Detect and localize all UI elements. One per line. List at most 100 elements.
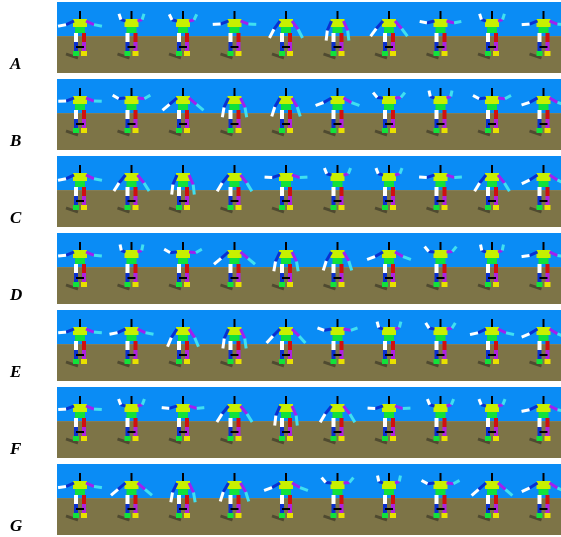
torso [176, 404, 190, 412]
torso [73, 327, 87, 335]
thigh [486, 187, 490, 196]
forearm [427, 399, 429, 405]
thigh [280, 33, 284, 42]
thigh [185, 264, 189, 273]
torso [228, 96, 242, 104]
thigh [332, 187, 336, 196]
torso [279, 173, 293, 181]
forearm [348, 31, 349, 41]
torso [176, 96, 190, 104]
thigh [391, 110, 395, 119]
foot [287, 513, 293, 518]
thigh [332, 418, 336, 427]
upper-arm [377, 97, 383, 98]
upper-arm [447, 251, 453, 252]
foot [81, 282, 87, 287]
waist [384, 104, 394, 110]
foot [331, 359, 337, 364]
thigh [185, 110, 189, 119]
foot [184, 359, 190, 364]
thigh [340, 495, 344, 504]
waist [539, 181, 549, 187]
thigh [443, 418, 447, 427]
thigh [538, 33, 542, 42]
torso [434, 173, 448, 181]
foot [434, 282, 440, 287]
torso [73, 250, 87, 258]
foot [331, 513, 337, 518]
foot [485, 51, 491, 56]
forearm [296, 416, 297, 426]
row-label: F [9, 439, 22, 458]
foot [81, 128, 87, 133]
forearm [378, 476, 379, 482]
foot [493, 282, 499, 287]
thigh [538, 495, 542, 504]
thigh [74, 264, 78, 273]
forearm [557, 255, 561, 256]
torso [485, 327, 499, 335]
thigh [391, 418, 395, 427]
thigh [546, 110, 550, 119]
foot [125, 205, 131, 210]
upper-arm [498, 98, 505, 99]
waist [539, 258, 549, 264]
forearm [480, 14, 482, 20]
torso [176, 481, 190, 489]
waist [178, 181, 188, 187]
foot [331, 282, 337, 287]
foot [236, 359, 242, 364]
thigh [435, 341, 439, 350]
thigh [486, 495, 490, 504]
upper-arm [344, 482, 350, 483]
thigh [332, 495, 336, 504]
torso [176, 19, 190, 27]
foot [133, 128, 139, 133]
thigh [494, 341, 498, 350]
waist [436, 181, 446, 187]
thigh [237, 495, 241, 504]
waist [230, 489, 240, 495]
waist [333, 181, 343, 187]
foot [287, 205, 293, 210]
foot [236, 436, 242, 441]
waist [436, 27, 446, 33]
torso [382, 481, 396, 489]
torso [228, 19, 242, 27]
waist [127, 104, 137, 110]
forearm [348, 168, 350, 174]
torso [279, 250, 293, 258]
waist [333, 27, 343, 33]
upper-arm [344, 174, 349, 175]
thigh [443, 495, 447, 504]
torso [228, 327, 242, 335]
foot [125, 282, 131, 287]
upper-arm [378, 174, 383, 175]
foot [382, 282, 388, 287]
thigh [340, 341, 344, 350]
torso [537, 404, 551, 412]
waist [487, 27, 497, 33]
foot [236, 513, 242, 518]
waist [436, 104, 446, 110]
torso [73, 19, 87, 27]
thigh [280, 341, 284, 350]
waist [75, 412, 85, 418]
forearm [297, 261, 299, 271]
thigh [134, 33, 138, 42]
thigh [443, 110, 447, 119]
foot [287, 51, 293, 56]
thigh [288, 264, 292, 273]
waist [384, 27, 394, 33]
upper-arm [170, 252, 177, 253]
upper-arm [138, 250, 142, 252]
thigh [435, 33, 439, 42]
thigh [340, 418, 344, 427]
forearm [522, 410, 530, 412]
waist [178, 27, 188, 33]
thigh [383, 418, 387, 427]
thigh [332, 110, 336, 119]
foot [545, 436, 551, 441]
thigh [280, 264, 284, 273]
waist [230, 335, 240, 341]
